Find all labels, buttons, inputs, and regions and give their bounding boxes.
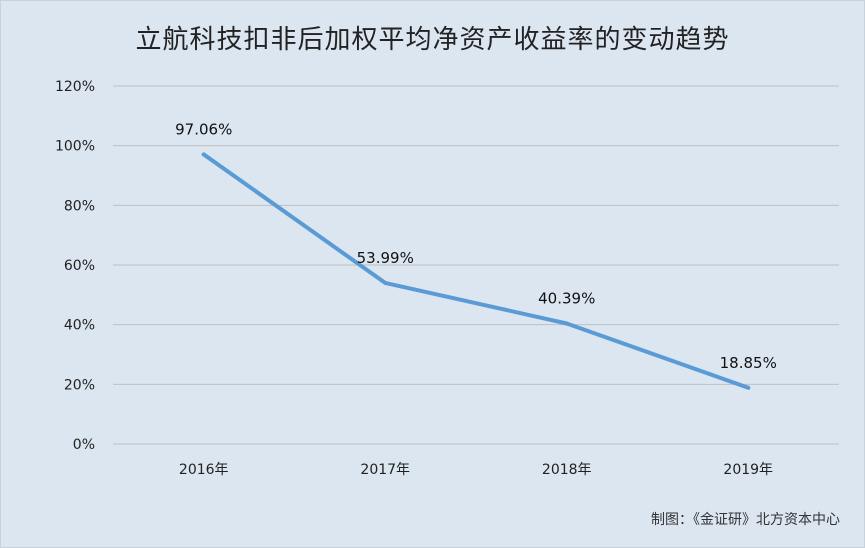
y-tick-label: 60% [64, 258, 95, 274]
x-tick-label: 2016年 [179, 462, 229, 478]
series-line [201, 152, 751, 390]
y-tick-label: 0% [73, 437, 95, 453]
y-tick-label: 40% [64, 318, 95, 334]
x-axis-ticks: 2016年 2017年 2018年 2019年 [179, 462, 773, 478]
data-label: 53.99% [357, 249, 414, 267]
data-point [564, 321, 569, 326]
data-point [201, 152, 206, 157]
y-tick-label: 80% [64, 198, 95, 214]
x-tick-label: 2017年 [360, 462, 410, 478]
data-labels: 97.06% 53.99% 40.39% 18.85% [175, 120, 777, 371]
data-label: 97.06% [175, 120, 232, 138]
data-label: 40.39% [538, 290, 595, 308]
y-tick-label: 20% [64, 377, 95, 393]
x-tick-label: 2019年 [723, 462, 773, 478]
data-point [383, 280, 388, 285]
data-point [746, 385, 751, 390]
y-tick-label: 100% [55, 139, 95, 155]
series-line-group [201, 152, 751, 390]
x-tick-label: 2018年 [542, 462, 592, 478]
chart-title: 立航科技扣非后加权平均净资产收益率的变动趋势 [135, 25, 730, 55]
source-note: 制图：《金证研》北方资本中心 [651, 512, 840, 528]
gridlines [113, 85, 839, 445]
y-axis-ticks: 0% 20% 40% 60% 80% 100% 120% [55, 79, 95, 453]
y-tick-label: 120% [55, 79, 95, 95]
data-label: 18.85% [720, 354, 777, 372]
